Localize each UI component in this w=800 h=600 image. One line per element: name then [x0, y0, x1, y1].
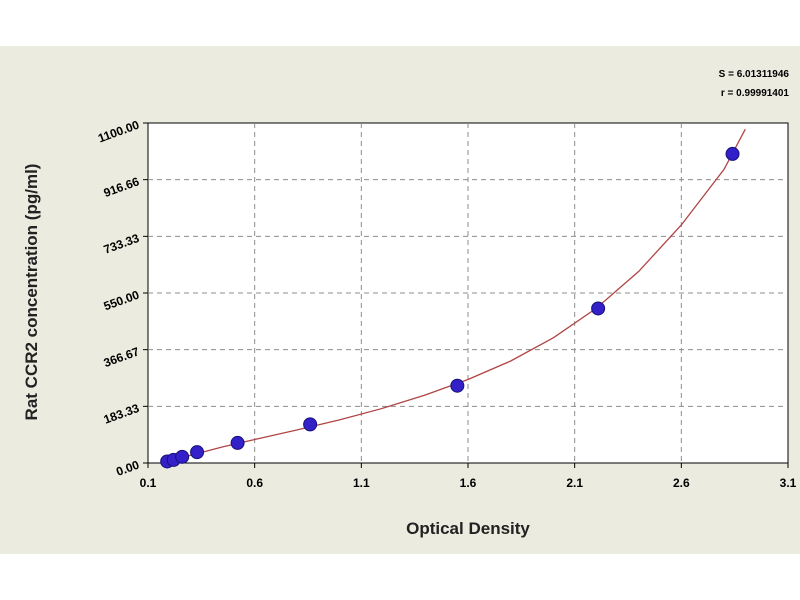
x-tick-label: 2.1	[566, 476, 583, 490]
stats-line-2: r = 0.99991401	[721, 88, 790, 99]
y-tick-label: 916.66	[102, 174, 142, 200]
y-tick-label: 0.00	[114, 458, 141, 479]
y-axis-title: Rat CCR2 concentration (pg/ml)	[22, 164, 41, 421]
data-point	[190, 445, 205, 460]
data-point	[175, 449, 190, 464]
x-tick-label: 3.1	[780, 476, 797, 490]
x-tick-label: 1.1	[353, 476, 370, 490]
data-points-layer	[160, 146, 740, 469]
y-tick-label: 366.67	[102, 344, 142, 370]
y-axis-ticks: 0.00 183.33 366.67 550.00 733.33 916.66 1100.0…	[96, 118, 148, 479]
data-point	[450, 378, 465, 393]
y-tick-label: 550.00	[102, 288, 142, 314]
data-point	[725, 146, 740, 161]
x-tick-label: 0.6	[246, 476, 263, 490]
x-tick-label: 0.1	[140, 476, 157, 490]
x-tick-label: 1.6	[460, 476, 477, 490]
y-tick-label: 733.33	[102, 231, 142, 257]
data-point	[303, 417, 318, 432]
x-axis-title: Optical Density	[406, 519, 530, 538]
stats-line-1: S = 6.01311946	[719, 69, 790, 80]
grid-lines	[148, 123, 788, 463]
data-point	[591, 301, 606, 316]
y-tick-label: 183.33	[102, 401, 142, 427]
y-tick-label: 1100.00	[96, 118, 141, 146]
x-axis-ticks: 0.1 0.6 1.1 1.6 2.1 2.6 3.1	[140, 463, 797, 490]
data-point	[230, 435, 245, 450]
x-tick-label: 2.6	[673, 476, 690, 490]
